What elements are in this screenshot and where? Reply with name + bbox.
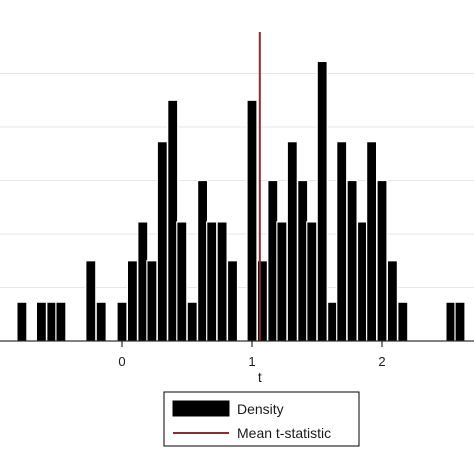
histogram-bar — [197, 179, 209, 342]
histogram-bar — [276, 221, 288, 342]
x-tick-label: 2 — [378, 354, 385, 369]
histogram-bar — [316, 60, 328, 342]
histogram-bar — [297, 179, 309, 342]
histogram-bar — [267, 179, 279, 342]
histogram-bar — [376, 179, 388, 342]
histogram-bar — [206, 221, 218, 342]
gridlines — [0, 73, 474, 288]
histogram-bar — [226, 260, 239, 342]
histogram-bar — [146, 260, 158, 342]
x-tick-label: 1 — [248, 354, 255, 369]
histogram-bar — [356, 221, 369, 342]
histogram-bar — [386, 260, 398, 342]
histogram-bar — [445, 301, 457, 342]
histogram-bars — [16, 60, 466, 342]
histogram-bar — [327, 301, 339, 342]
histogram-bar — [95, 301, 107, 342]
histogram-bar — [55, 301, 67, 342]
histogram-bar — [336, 141, 348, 342]
histogram-bar — [46, 301, 58, 342]
x-axis-title: t — [258, 369, 262, 385]
x-tick-label: 0 — [118, 354, 125, 369]
legend-label-density: Density — [237, 401, 284, 417]
histogram-bar — [85, 260, 97, 342]
x-axis-ticks: 0 1 2 — [118, 341, 386, 369]
histogram-bar — [167, 99, 179, 342]
histogram-bar — [156, 141, 168, 342]
legend-swatch-density — [172, 400, 230, 417]
histogram-bar — [186, 301, 198, 342]
histogram-bar — [216, 221, 228, 342]
legend: Density Mean t-statistic — [163, 391, 360, 447]
histogram-bar — [35, 301, 47, 342]
histogram-bar — [137, 221, 149, 342]
histogram-bar — [346, 179, 358, 342]
histogram-bar — [126, 260, 138, 342]
histogram-bar — [286, 141, 298, 342]
histogram-bar — [397, 301, 409, 342]
histogram-bar — [454, 301, 466, 342]
histogram-bar — [116, 301, 128, 342]
histogram-bar — [16, 301, 28, 342]
histogram-bar — [246, 99, 258, 342]
histogram-bar — [366, 141, 378, 342]
histogram-bar — [306, 221, 318, 342]
histogram-bar — [176, 221, 188, 342]
legend-label-mean: Mean t-statistic — [237, 425, 331, 441]
